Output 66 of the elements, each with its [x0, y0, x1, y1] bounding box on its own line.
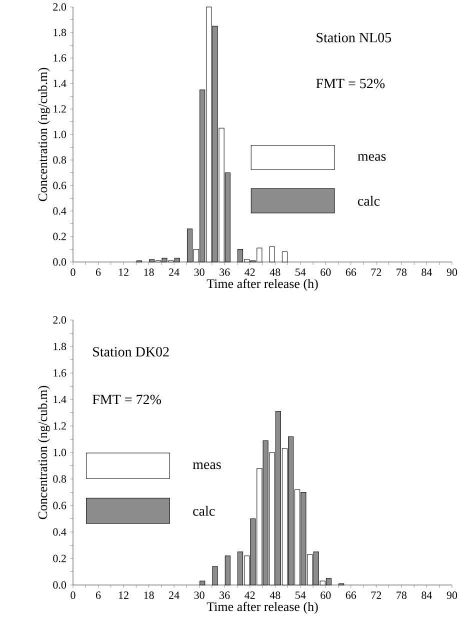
y-tick-label: 1.8 — [54, 342, 66, 350]
x-tick-label: 0 — [70, 592, 76, 599]
x-tick-label: 18 — [144, 592, 154, 599]
x-tick-label: 42 — [244, 268, 255, 276]
x-tick-label: 24 — [169, 268, 180, 276]
y-tick-label: 2.0 — [53, 316, 66, 324]
x-tick-label: 60 — [320, 268, 331, 276]
y-tick-label: 0.2 — [53, 554, 66, 562]
y-tick-label: 1.8 — [54, 28, 66, 36]
y-tick-label: 1.0 — [54, 448, 66, 456]
x-axis-title: Time after release (h) — [206, 278, 318, 291]
x-tick-label: 84 — [422, 592, 432, 599]
x-tick-label: 54 — [296, 592, 306, 599]
x-tick-label: 12 — [119, 592, 128, 599]
y-axis-title: Concentration (ng/cub.m) — [38, 386, 50, 520]
x-tick-label: 24 — [169, 592, 180, 599]
y-tick-label: 1.4 — [54, 80, 66, 88]
x-tick-label: 48 — [270, 268, 280, 276]
x-tick-label: 30 — [194, 268, 204, 276]
x-tick-label: 54 — [296, 268, 306, 276]
y-tick-label: 1.6 — [54, 54, 66, 62]
x-tick-label: 18 — [144, 268, 154, 276]
annotation: FMT = 52% — [316, 78, 385, 88]
y-tick-label: 1.2 — [54, 422, 66, 430]
x-tick-label: 78 — [396, 268, 407, 276]
y-tick-label: 0.6 — [53, 502, 66, 510]
annotation: Station NL05 — [316, 32, 392, 42]
x-tick-label: 48 — [270, 592, 280, 599]
y-tick-label: 0.0 — [53, 581, 66, 589]
x-tick-label: 6 — [96, 268, 101, 276]
y-tick-label: 0.8 — [53, 475, 66, 483]
text: calc — [193, 506, 215, 516]
annotation: Station DK02 — [93, 347, 169, 357]
x-tick-label: 36 — [220, 592, 230, 599]
x-tick-label: 42 — [244, 592, 255, 599]
x-tick-label: 0 — [70, 268, 76, 276]
y-tick-label: 0.2 — [53, 232, 66, 240]
y-tick-label: 1.6 — [54, 369, 66, 377]
x-tick-label: 72 — [371, 268, 382, 276]
x-tick-label: 6 — [96, 592, 101, 599]
text: calc — [358, 196, 380, 206]
x-tick-label: 90 — [446, 592, 458, 599]
y-tick-label: 0.0 — [53, 258, 66, 266]
x-tick-label: 84 — [422, 268, 432, 276]
text: meas — [192, 462, 221, 470]
y-tick-label: 1.4 — [54, 396, 66, 404]
x-tick-label: 12 — [119, 268, 128, 276]
y-tick-label: 2.0 — [53, 3, 66, 11]
y-tick-label: 1.0 — [54, 130, 66, 138]
y-axis-title: Concentration (ng/cub.m) — [38, 68, 50, 202]
x-axis-title: Time after release (h) — [206, 602, 318, 614]
annotation: FMT = 72% — [92, 394, 162, 404]
x-tick-label: 78 — [396, 592, 407, 599]
text: meas — [358, 154, 386, 161]
x-tick-label: 90 — [446, 268, 458, 276]
y-tick-label: 0.4 — [53, 207, 66, 215]
y-tick-label: 0.4 — [53, 528, 66, 536]
x-tick-label: 36 — [220, 268, 230, 276]
x-tick-label: 66 — [346, 268, 356, 276]
x-tick-label: 66 — [346, 592, 356, 599]
y-tick-label: 0.6 — [53, 182, 66, 190]
y-tick-label: 0.8 — [53, 156, 66, 164]
x-tick-label: 60 — [320, 592, 331, 599]
y-tick-label: 1.2 — [54, 105, 66, 113]
x-tick-label: 72 — [371, 592, 382, 599]
x-tick-label: 30 — [194, 592, 204, 599]
